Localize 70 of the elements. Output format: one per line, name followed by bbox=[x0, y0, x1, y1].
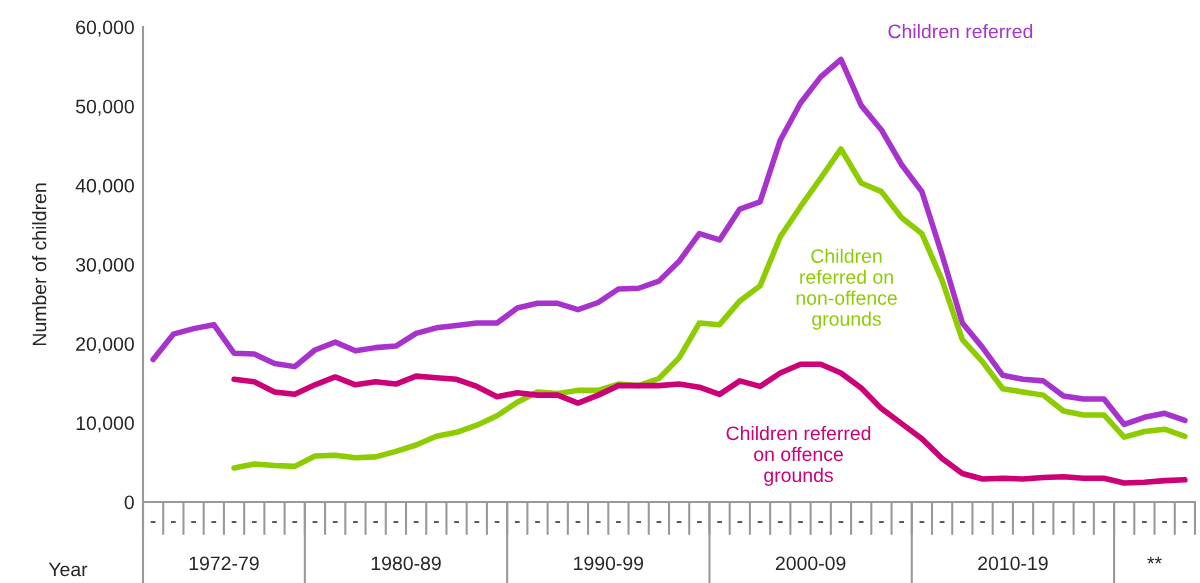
text: 2010-19 bbox=[978, 556, 1048, 571]
x-tick-label: - bbox=[980, 521, 985, 523]
series-label: Children referred on offence grounds bbox=[726, 425, 871, 486]
x-tick-label: - bbox=[454, 521, 459, 523]
y-tick-label: 0 bbox=[124, 495, 134, 510]
x-tick-label: - bbox=[1162, 521, 1168, 523]
y-tick-label: 10,000 bbox=[76, 416, 134, 433]
x-tick-label: - bbox=[413, 521, 419, 523]
x-tick-label: - bbox=[474, 521, 480, 523]
x-tick-label: - bbox=[595, 521, 601, 523]
x-tick-label: - bbox=[272, 521, 277, 523]
x-tick-label: - bbox=[535, 521, 540, 523]
y-tick-label: 40,000 bbox=[75, 178, 134, 195]
x-tick-label: - bbox=[818, 521, 824, 523]
y-tick-label: 20,000 bbox=[76, 337, 134, 354]
x-tick-label: - bbox=[919, 521, 925, 523]
x-tick-label: - bbox=[393, 521, 399, 523]
x-tick-label: - bbox=[211, 521, 217, 523]
x-tick-label: - bbox=[494, 521, 500, 523]
x-tick-label: - bbox=[373, 521, 379, 523]
x-tick-label: - bbox=[1081, 521, 1087, 523]
x-tick-label: - bbox=[1101, 521, 1107, 523]
x-axis-title: Year bbox=[48, 562, 88, 577]
x-tick-label: - bbox=[332, 521, 338, 523]
x-tick-label: - bbox=[879, 521, 884, 523]
x-tick-label: - bbox=[555, 521, 561, 523]
x-tick-label: - bbox=[433, 521, 439, 523]
x-tick-label: - bbox=[150, 521, 156, 523]
x-tick-label: - bbox=[312, 521, 318, 523]
y-tick-label: 50,000 bbox=[75, 99, 134, 116]
text: 2000-09 bbox=[775, 556, 846, 571]
x-tick-label: - bbox=[575, 521, 581, 523]
text: 1980-89 bbox=[371, 556, 441, 571]
x-tick-label: - bbox=[1121, 521, 1127, 523]
x-tick-label: - bbox=[616, 521, 621, 523]
x-tick-label: - bbox=[1020, 521, 1026, 523]
y-tick-label: 60,000 bbox=[76, 20, 134, 37]
x-tick-label: - bbox=[798, 521, 803, 523]
y-tick-label: 30,000 bbox=[75, 257, 134, 275]
x-tick-label: - bbox=[1040, 521, 1046, 523]
x-tick-label: - bbox=[676, 521, 682, 523]
x-tick-label: - bbox=[1000, 521, 1006, 523]
text: 1972-79 bbox=[189, 556, 259, 571]
x-tick-label: - bbox=[757, 521, 763, 523]
text: 1990-99 bbox=[574, 556, 644, 571]
x-tick-label: - bbox=[231, 521, 237, 523]
x-tick-label: - bbox=[838, 521, 844, 523]
x-tick-label: - bbox=[737, 521, 743, 523]
text: ** bbox=[1147, 556, 1162, 564]
x-tick-label: - bbox=[959, 521, 965, 523]
x-tick-label: - bbox=[191, 521, 196, 523]
x-tick-label: - bbox=[939, 521, 945, 523]
x-tick-label: - bbox=[636, 521, 642, 523]
x-tick-label: - bbox=[1061, 521, 1066, 523]
series-label: Children referred on non-offence grounds bbox=[796, 248, 897, 330]
text: Children referred bbox=[888, 24, 1033, 39]
y-axis-title: Number of children bbox=[32, 183, 47, 346]
x-tick-label: - bbox=[1142, 521, 1147, 523]
x-tick-label: - bbox=[858, 521, 864, 523]
x-tick-label: - bbox=[696, 521, 702, 523]
x-tick-label: - bbox=[514, 521, 520, 523]
x-tick-label: - bbox=[899, 521, 905, 523]
x-tick-label: - bbox=[656, 521, 662, 523]
x-tick-label: - bbox=[251, 521, 257, 523]
x-tick-label: - bbox=[777, 521, 783, 523]
x-tick-label: - bbox=[1182, 521, 1188, 523]
x-tick-label: - bbox=[292, 521, 298, 523]
x-tick-label: - bbox=[353, 521, 358, 523]
x-tick-label: - bbox=[170, 521, 176, 523]
x-tick-label: - bbox=[717, 521, 722, 523]
